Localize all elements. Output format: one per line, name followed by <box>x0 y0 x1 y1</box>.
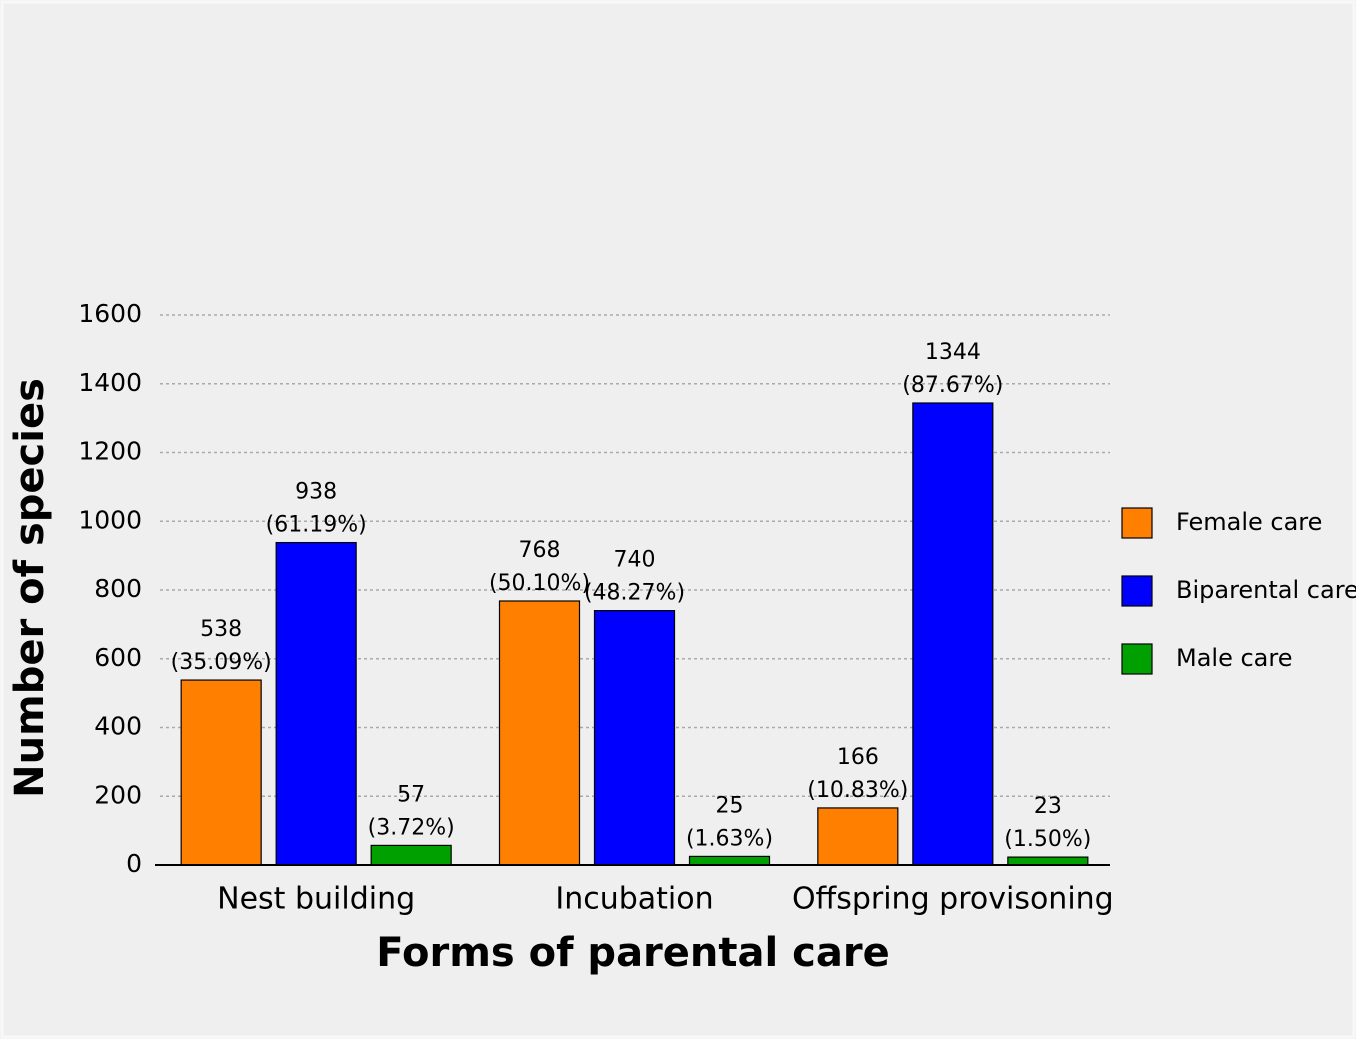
y-tick-label: 1600 <box>78 299 142 328</box>
data-share-label: (87.67%) <box>902 373 1003 398</box>
data-share-label: (1.63%) <box>686 826 773 851</box>
data-share-label: (3.72%) <box>368 815 455 840</box>
x-axis-title: Forms of parental care <box>376 930 889 976</box>
bar <box>817 807 899 866</box>
data-label: 23 <box>1034 794 1062 819</box>
bar <box>1007 856 1089 866</box>
y-tick-label: 400 <box>94 712 142 741</box>
y-tick-label: 1200 <box>78 437 142 466</box>
x-tick-label: Nest building <box>217 882 415 917</box>
data-label: 57 <box>397 782 425 807</box>
x-tick-label: Incubation <box>555 882 713 917</box>
legend-label: Female care <box>1176 508 1322 536</box>
data-share-label: (48.27%) <box>584 581 685 606</box>
bar <box>498 600 581 866</box>
y-tick-label: 800 <box>94 574 142 603</box>
y-tick-label: 600 <box>94 643 142 672</box>
legend-label: Biparental care <box>1176 576 1356 604</box>
y-axis-title: Number of species <box>7 378 53 798</box>
data-share-label: (1.50%) <box>1004 827 1091 852</box>
data-label: 740 <box>614 548 656 573</box>
data-share-label: (35.09%) <box>171 650 272 675</box>
y-tick-label: 1400 <box>78 368 142 397</box>
y-tick-label: 200 <box>94 780 142 809</box>
bar <box>275 541 357 866</box>
x-tick-label: Offspring provisoning <box>792 882 1114 917</box>
data-share-label: (61.19%) <box>266 513 367 538</box>
bar <box>593 610 676 866</box>
data-label: 25 <box>716 793 744 818</box>
data-share-label: (50.10%) <box>489 571 590 596</box>
data-share-label: (10.83%) <box>807 778 908 803</box>
legend-label: Male care <box>1176 644 1292 672</box>
data-label: 938 <box>295 480 337 505</box>
legend-swatch <box>1121 575 1153 607</box>
y-tick-label: 1000 <box>78 505 142 534</box>
bar <box>912 402 994 866</box>
data-label: 768 <box>519 538 561 563</box>
data-label: 166 <box>837 745 879 770</box>
data-label: 538 <box>200 617 242 642</box>
bar <box>180 679 262 866</box>
bar <box>688 855 771 866</box>
legend-swatch <box>1121 643 1153 675</box>
legend-swatch <box>1121 507 1153 539</box>
data-label: 1344 <box>925 340 981 365</box>
bar <box>370 844 452 866</box>
y-tick-label: 0 <box>126 849 142 878</box>
